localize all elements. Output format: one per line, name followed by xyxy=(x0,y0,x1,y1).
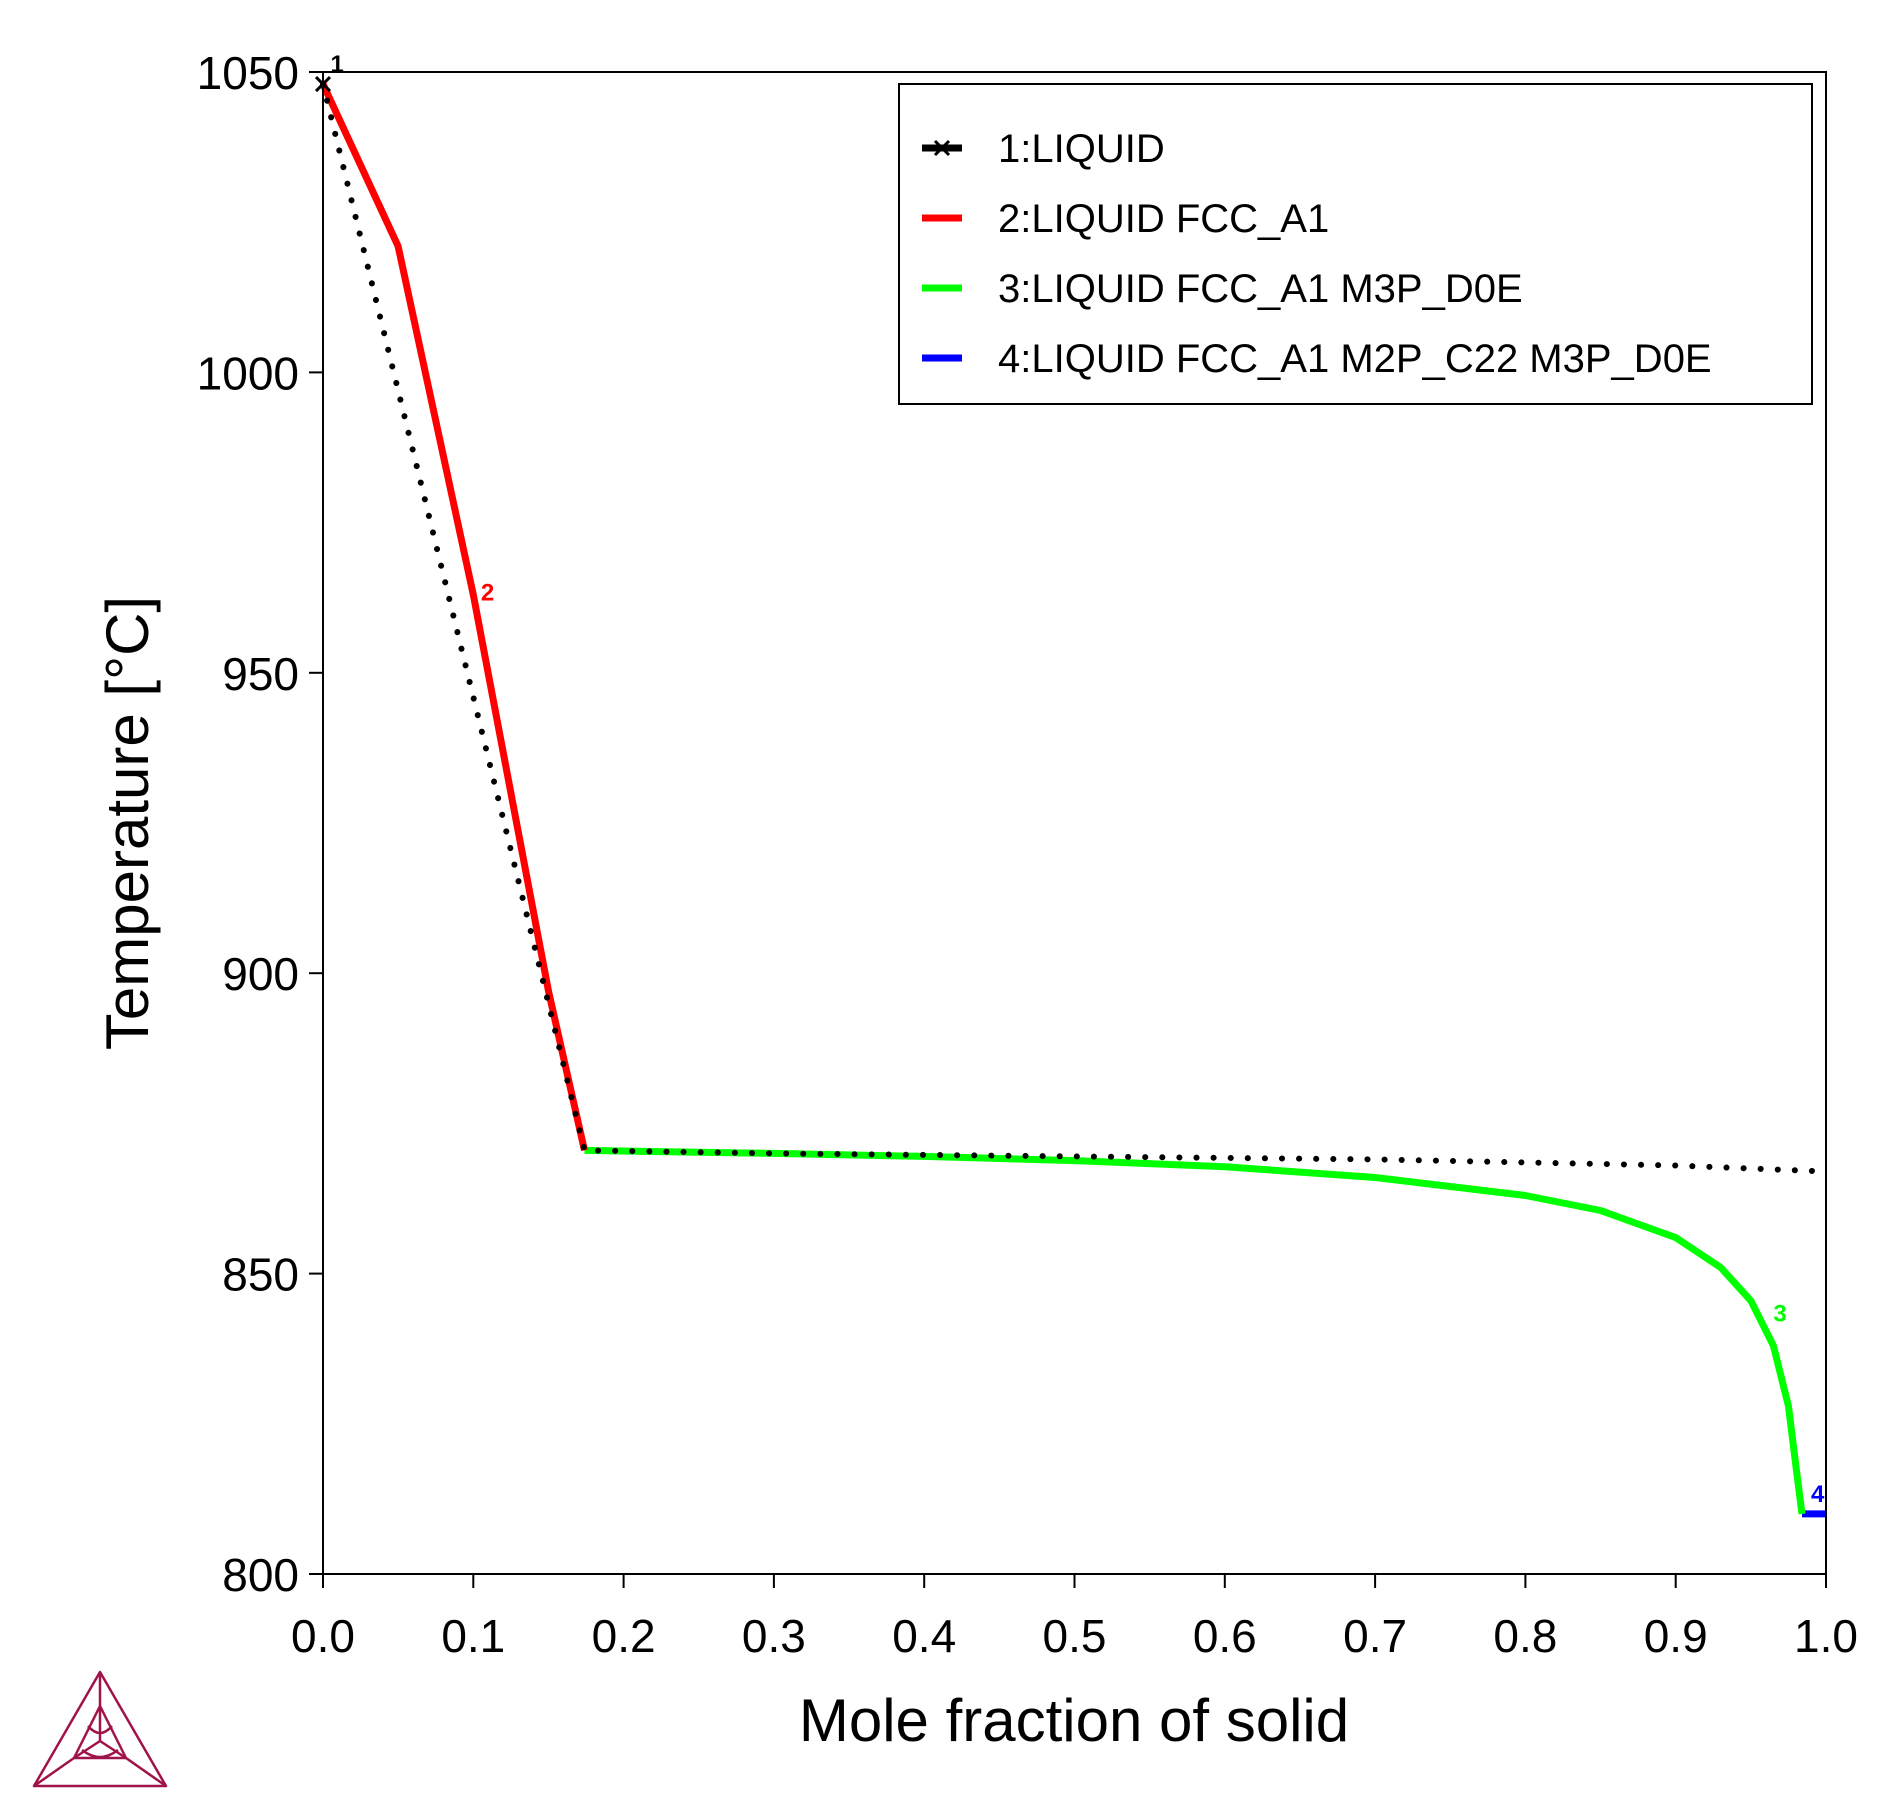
x-tick-label: 0.6 xyxy=(1193,1610,1257,1662)
legend-label-4: 4:LIQUID FCC_A1 M2P_C22 M3P_D0E xyxy=(998,337,1712,381)
series-line-1 xyxy=(320,81,1829,1175)
x-tick-label: 0.0 xyxy=(291,1610,355,1662)
legend-label-2: 2:LIQUID FCC_A1 xyxy=(998,197,1329,241)
legend-box xyxy=(898,83,1813,405)
step-labels: 1 2 3 4 xyxy=(331,51,1825,1508)
legend: 1:LIQUID 2:LIQUID FCC_A1 3:LIQUID FCC_A1 M… xyxy=(898,83,1813,405)
y-tick-label: 1050 xyxy=(197,47,299,99)
x-axis-title: Mole fraction of solid xyxy=(799,1687,1349,1754)
x-tick-label: 0.9 xyxy=(1644,1610,1708,1662)
axis-ticks: 0.0 0.1 0.2 0.3 0.4 0.5 0.6 0.7 0.8 0.9 1.0 800 850 9… xyxy=(197,47,1858,1662)
y-tick-label: 800 xyxy=(222,1549,299,1601)
legend-label-1: 1:LIQUID xyxy=(998,127,1165,171)
x-tick-label: 0.5 xyxy=(1043,1610,1107,1662)
series-line-3 xyxy=(584,1146,1806,1515)
legend-label-3: 3:LIQUID FCC_A1 M3P_D0E xyxy=(998,267,1523,311)
y-tick-label: 950 xyxy=(222,648,299,700)
series-step-label-3: 3 xyxy=(1773,1301,1786,1328)
y-tick-label: 850 xyxy=(222,1249,299,1301)
y-tick-label: 1000 xyxy=(197,347,299,399)
x-tick-label: 0.8 xyxy=(1493,1610,1557,1662)
x-tick-label: 0.3 xyxy=(742,1610,806,1662)
x-tick-label: 0.4 xyxy=(892,1610,956,1662)
x-tick-label: 0.7 xyxy=(1343,1610,1407,1662)
series-step-label-4: 4 xyxy=(1811,1481,1825,1508)
x-tick-label: 1.0 xyxy=(1794,1610,1858,1662)
y-axis-title: Temperature [°C] xyxy=(94,596,161,1050)
legend-marker-x xyxy=(933,139,951,157)
y-tick-label: 900 xyxy=(222,948,299,1000)
x-tick-label: 0.2 xyxy=(592,1610,656,1662)
series-step-label-1: 1 xyxy=(331,51,344,78)
thermo-calc-logo xyxy=(32,1670,168,1788)
x-tick-label: 0.1 xyxy=(441,1610,505,1662)
series-line-2 xyxy=(319,82,588,1152)
series-step-label-2: 2 xyxy=(481,580,494,607)
